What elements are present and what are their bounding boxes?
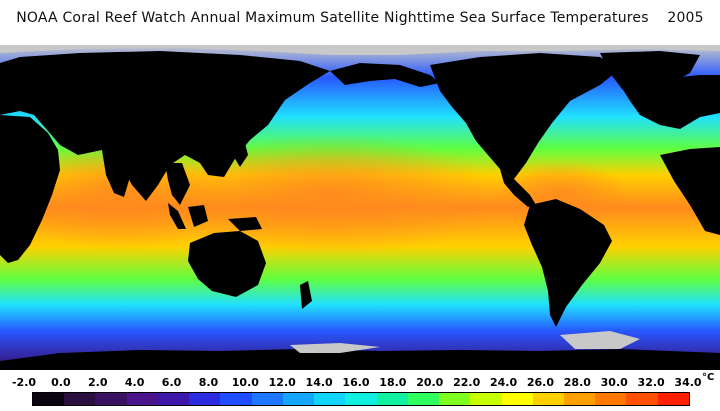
colorbar-swatch (126, 393, 158, 405)
colorbar-swatch (282, 393, 315, 405)
colorbar-tick-label: 2.0 (88, 376, 108, 389)
arctic-ice (0, 45, 720, 55)
land-new-guinea (228, 217, 262, 231)
land-indochina (165, 163, 190, 205)
colorbar-swatch (157, 393, 190, 405)
colorbar-tick-label: 16.0 (342, 376, 370, 389)
colorbar-swatch (189, 393, 221, 405)
colorbar-tick-label: 32.0 (637, 376, 665, 389)
colorbar-tick-label: 34.0 (674, 376, 702, 389)
colorbar-tick-label: 14.0 (305, 376, 333, 389)
land-africa (0, 115, 60, 263)
land-eurasia (0, 51, 330, 201)
colorbar-swatch (220, 393, 252, 405)
land-north-america (430, 53, 620, 179)
colorbar-swatch (314, 393, 346, 405)
land-sumatra (168, 203, 186, 229)
land-europe (620, 75, 720, 129)
colorbar-tick-label: 30.0 (600, 376, 628, 389)
colorbar-swatch (470, 393, 502, 405)
colorbar-tick-label: 26.0 (526, 376, 555, 389)
land-japan (234, 139, 248, 167)
colorbar-tick-label: 6.0 (161, 376, 182, 389)
colorbar-swatch (532, 393, 564, 405)
colorbar-swatch (595, 393, 627, 405)
colorbar-swatch (251, 393, 283, 405)
colorbar-swatch (501, 393, 533, 405)
colorbar-tick-label: 24.0 (489, 376, 518, 389)
colorbar-unit: °C (702, 372, 715, 383)
land-australia (188, 231, 266, 297)
land-antarctica (0, 349, 720, 370)
land-west-africa (660, 147, 720, 235)
colorbar-swatch (626, 393, 658, 405)
colorbar-swatch (33, 393, 65, 405)
weddell-ice (560, 331, 640, 349)
map-title: NOAA Coral Reef Watch Annual Maximum Sat… (16, 10, 704, 26)
colorbar-swatch (407, 393, 440, 405)
land-central-america (500, 169, 536, 207)
sea-ice (0, 45, 720, 353)
land-borneo (188, 205, 208, 227)
atlantic-warm-zone (490, 160, 630, 230)
colorbar-tick-label: -2.0 (11, 376, 37, 389)
land-india (102, 150, 130, 197)
land-south-america (524, 199, 612, 327)
colorbar-tick-label: 28.0 (563, 376, 591, 389)
colorbar-tick-label: 22.0 (453, 376, 481, 389)
colorbar-swatch (376, 393, 408, 405)
land-new-zealand (300, 281, 312, 309)
colorbar-swatch (345, 393, 377, 405)
colorbar-labels: -2.0 0.0 2.0 4.0 6.0 8.0 10.0 12.0 14.0 16.0 18.0 2… (0, 372, 720, 392)
colorbar-swatch (64, 393, 96, 405)
colorbar-swatch (95, 393, 127, 405)
colorbar-tick-label: 0.0 (51, 376, 71, 389)
sst-map (0, 45, 720, 370)
colorbar-swatch (657, 393, 689, 405)
colorbar-tick-label: 8.0 (198, 376, 219, 389)
land-masses (0, 51, 720, 370)
colorbar-tick-label: 4.0 (124, 376, 145, 389)
antarctic-ice (290, 343, 380, 353)
colorbar-tick-label: 12.0 (268, 376, 296, 389)
colorbar-tick-label: 10.0 (231, 376, 259, 389)
colorbar-swatch (563, 393, 596, 405)
colorbar (32, 392, 690, 406)
colorbar-swatch (439, 393, 471, 405)
colorbar-tick-label: 18.0 (379, 376, 407, 389)
land-alaska (330, 63, 440, 87)
colorbar-tick-label: 20.0 (416, 376, 444, 389)
